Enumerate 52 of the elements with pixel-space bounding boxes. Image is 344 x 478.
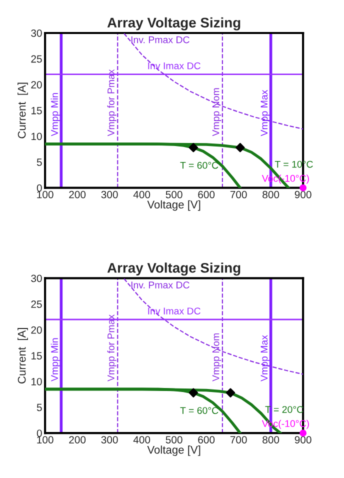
x-tick-label: 300 bbox=[101, 190, 118, 198]
y-tick-label: 30 bbox=[31, 29, 42, 37]
y-tick-label: 20 bbox=[31, 81, 42, 88]
x-axis-title: Voltage [V] bbox=[147, 446, 200, 456]
y-axis-title: Current [A] bbox=[18, 82, 28, 138]
x-tick-label: 400 bbox=[133, 190, 150, 198]
y-axis-title: Current [A] bbox=[18, 328, 28, 384]
y-tick-label: 30 bbox=[31, 274, 42, 282]
x-tick-label: 100 bbox=[37, 436, 54, 444]
y-tick-label: 15 bbox=[31, 107, 42, 114]
ref-line-label: Inv Imax DC bbox=[148, 62, 200, 70]
x-tick-label: 500 bbox=[166, 436, 182, 444]
y-tick-label: 10 bbox=[31, 132, 42, 140]
x-axis-title: Voltage [V] bbox=[147, 200, 200, 211]
x-tick-label: 800 bbox=[262, 190, 280, 198]
ref-line-label: Vmpp Min bbox=[50, 338, 60, 382]
x-tick-label: 200 bbox=[69, 190, 86, 198]
x-tick-label: 100 bbox=[37, 190, 54, 198]
x-tick-label: 800 bbox=[262, 436, 280, 444]
x-tick-label: 900 bbox=[294, 436, 312, 444]
y-tick-label: 0 bbox=[36, 430, 42, 437]
ref-line-label: Vmpp Nom bbox=[212, 88, 222, 136]
y-tick-label: 25 bbox=[31, 55, 42, 63]
y-tick-label: 15 bbox=[31, 352, 42, 360]
y-tick-label: 25 bbox=[31, 300, 42, 308]
y-tick-label: 20 bbox=[31, 326, 42, 334]
ref-line-label: Vmpp Nom bbox=[212, 333, 222, 382]
ref-line-label: Vmpp Max bbox=[260, 90, 270, 136]
x-tick-label: 300 bbox=[101, 436, 118, 444]
x-tick-label: 700 bbox=[230, 190, 247, 198]
x-tick-label: 900 bbox=[294, 190, 312, 198]
series-label: Inv. Pmax DC bbox=[131, 282, 190, 288]
x-tick-label: 700 bbox=[230, 436, 247, 444]
y-tick-label: 5 bbox=[36, 404, 42, 412]
series-label: T = 60°C bbox=[180, 407, 218, 414]
chart-title: Array Voltage Sizing bbox=[107, 17, 240, 30]
ref-line-label: Inv Imax DC bbox=[148, 308, 200, 314]
x-tick-label: 500 bbox=[166, 190, 182, 198]
chart-title: Array Voltage Sizing bbox=[107, 262, 240, 276]
x-tick-label: 600 bbox=[198, 190, 215, 198]
series-label: Inv. Pmax DC bbox=[131, 36, 190, 44]
ref-line-label: Vmpp for Pmax bbox=[107, 69, 116, 136]
x-tick-label: 400 bbox=[133, 436, 150, 444]
ref-line-label: Vmpp Min bbox=[50, 93, 60, 136]
x-tick-label: 200 bbox=[69, 436, 86, 444]
y-tick-label: 10 bbox=[31, 378, 42, 386]
y-tick-label: 5 bbox=[36, 158, 42, 166]
y-tick-label: 0 bbox=[36, 184, 42, 192]
series-label: T = 60°C bbox=[180, 162, 218, 169]
ref-line-label: Vmpp for Pmax bbox=[107, 314, 116, 382]
x-tick-label: 600 bbox=[198, 436, 215, 444]
ref-line-label: Vmpp Max bbox=[260, 335, 270, 382]
